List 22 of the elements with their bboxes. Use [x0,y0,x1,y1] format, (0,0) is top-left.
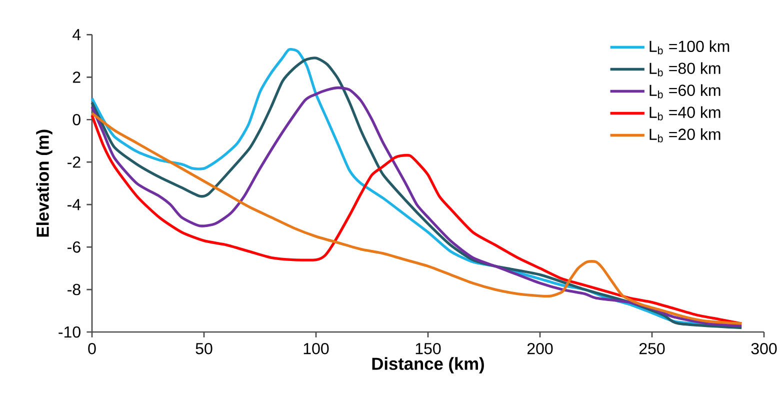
x-tick-label: 300 [751,342,777,354]
y-tick-label: -8 [68,284,80,296]
y-tick-label: -6 [68,241,80,253]
legend-label: L$_{b}$ =100 km [650,40,730,54]
legend-label: L$_{b}$ =60 km [650,84,720,98]
legend-label: L$_{b}$ =80 km [650,62,720,76]
y-tick-label: 2 [72,72,80,83]
legend-label: L$_{b}$ =20 km [650,128,720,142]
x-tick-label: 250 [639,342,665,354]
legend-label: L$_{b}$ =40 km [650,106,720,120]
x-tick-label: 150 [416,342,441,354]
x-tick-label: 50 [196,342,212,354]
y-tick-label: -4 [68,199,81,210]
y-tick-label: 0 [72,114,80,126]
y-axis-title: Elevation (m) [36,130,52,237]
x-tick-label: 100 [304,342,329,354]
x-tick-label: 0 [88,342,96,354]
y-tick-label: -10 [58,326,80,338]
y-tick-label: 4 [72,29,81,40]
x-axis-title: Distance (km) [372,357,484,374]
y-tick-label: -2 [68,156,80,168]
x-tick-label: 200 [527,342,553,354]
